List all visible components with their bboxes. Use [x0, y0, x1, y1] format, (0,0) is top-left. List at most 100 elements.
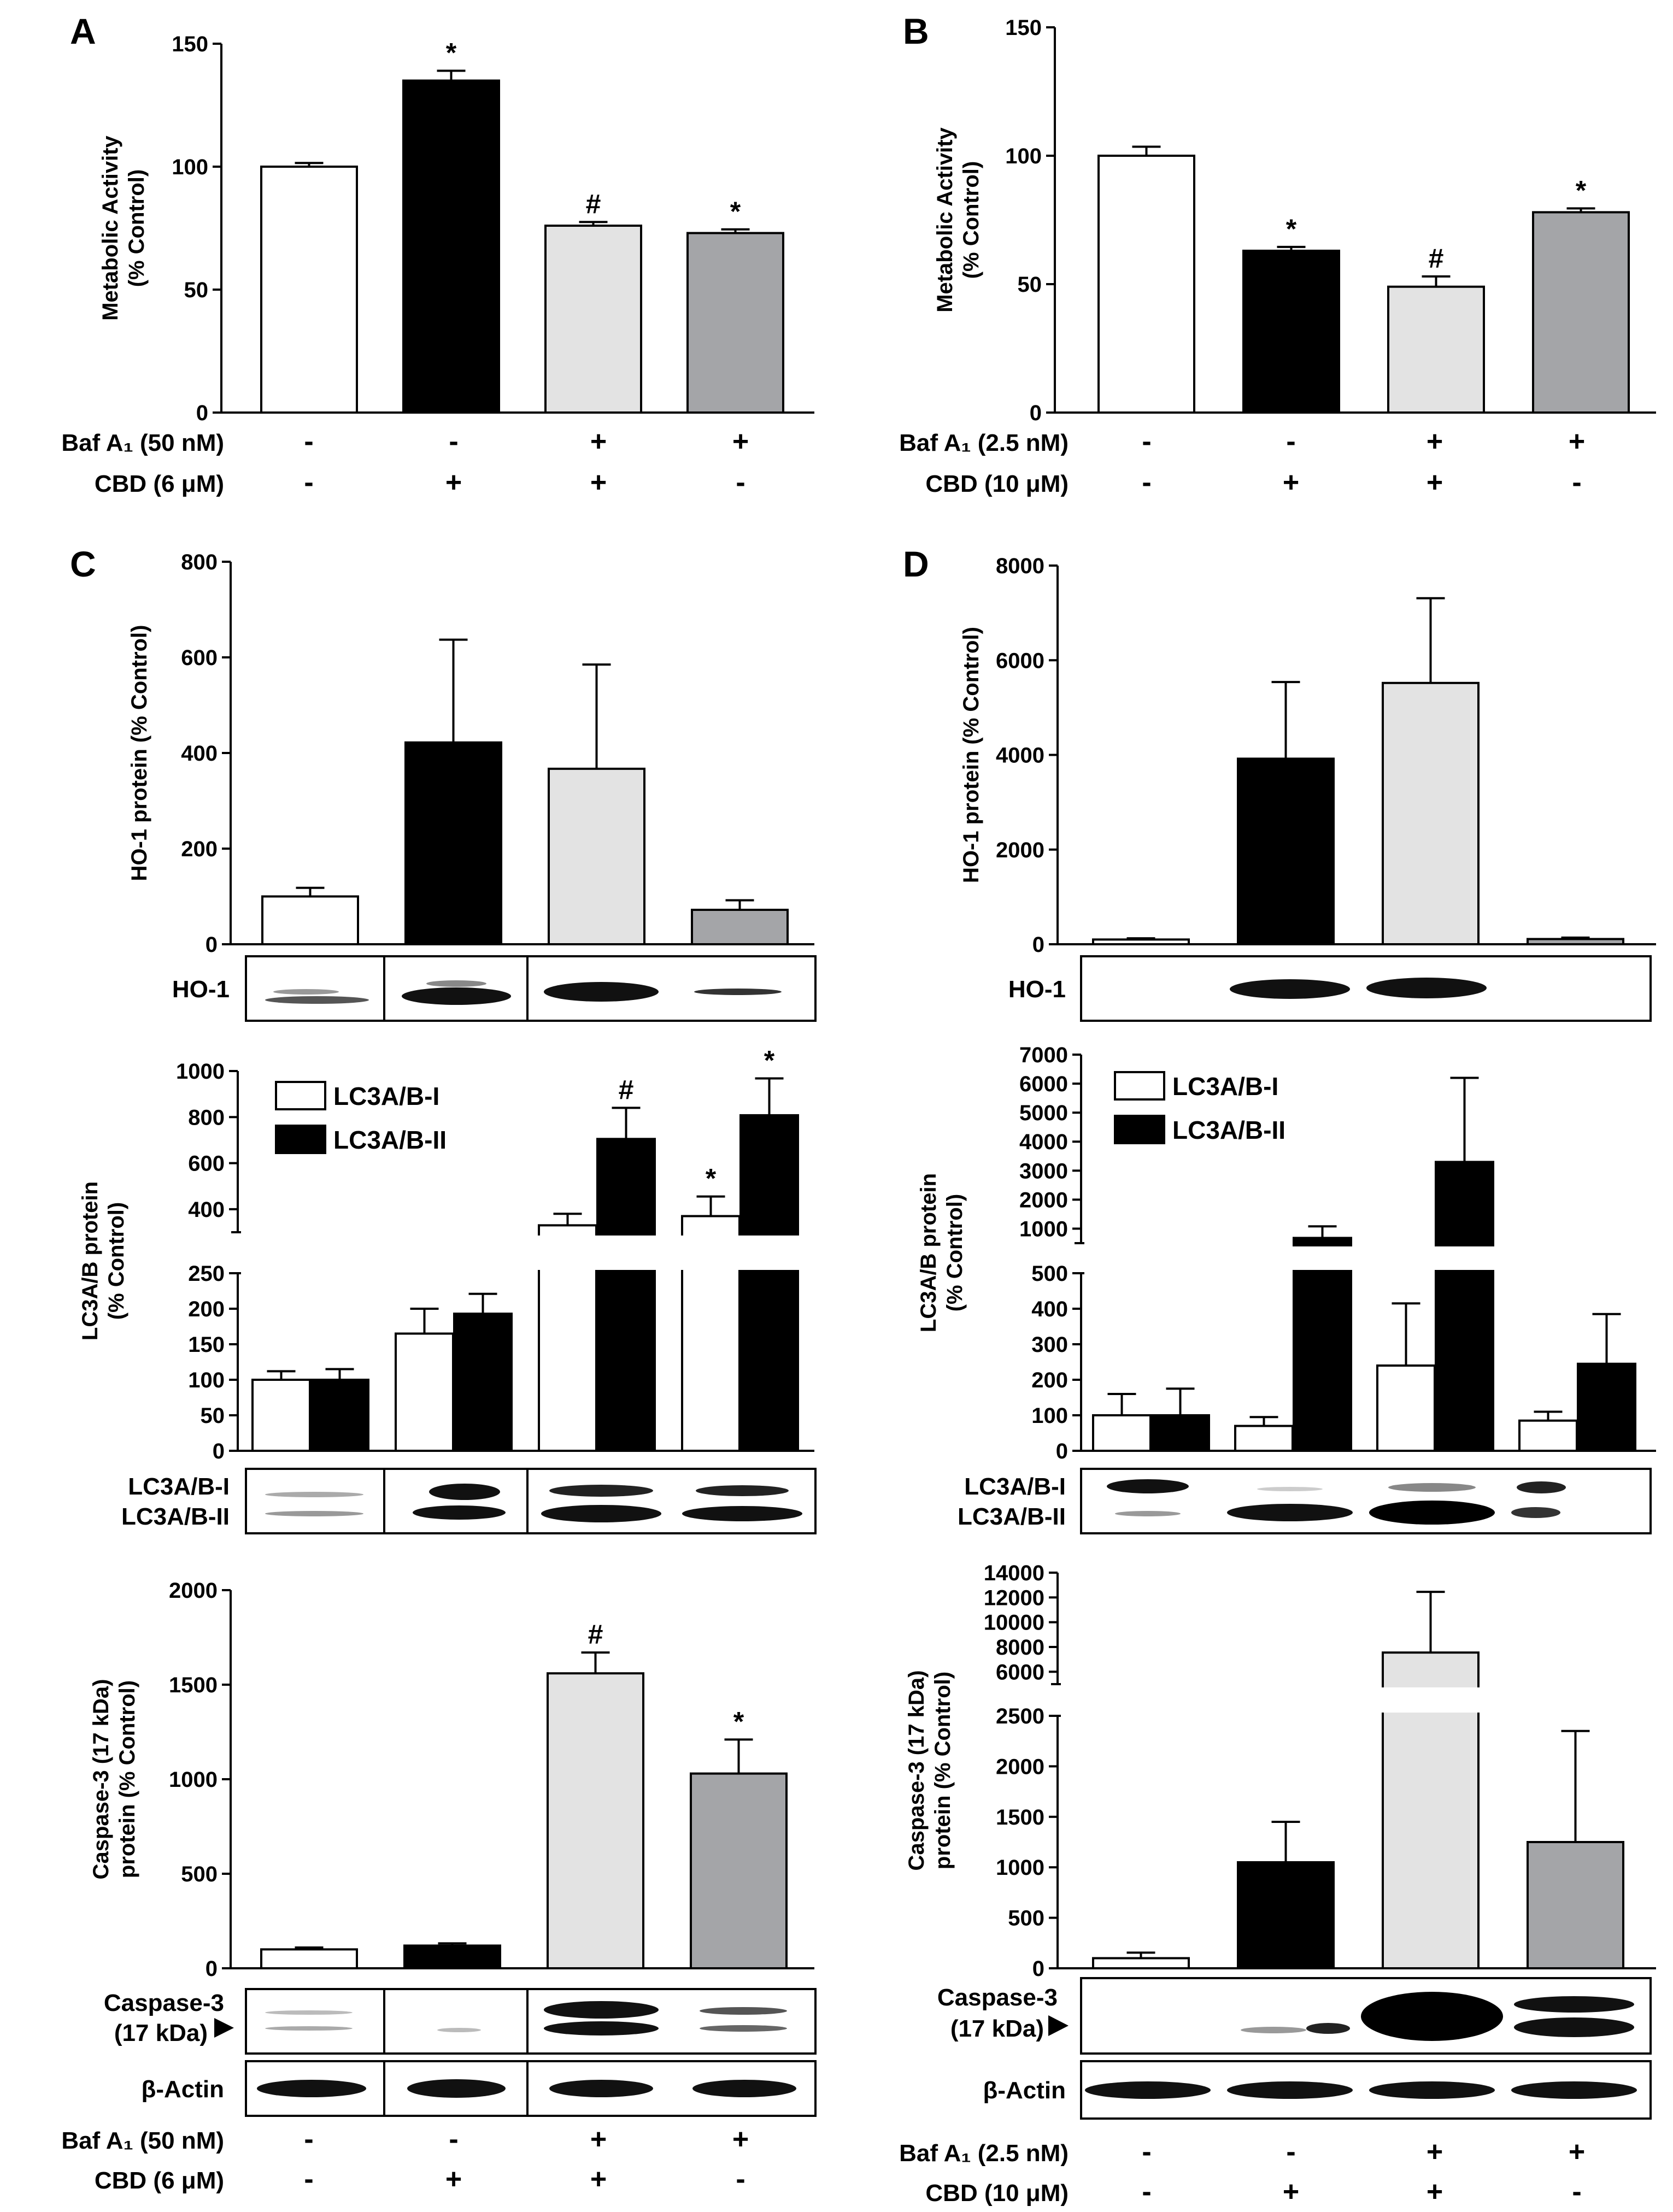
- chart-b-y-tick-label: 0: [1030, 401, 1042, 425]
- chart-d-lc3-y-tick-label: 100: [1031, 1404, 1068, 1428]
- chart-c-lc3-y-tick-label: 200: [188, 1297, 225, 1321]
- blot-c-actin: β-Actin: [141, 2060, 817, 2117]
- chart-d-casp3-y-tick-label: 14000: [984, 1561, 1044, 1585]
- cond-a-baf-sign: +: [590, 426, 607, 457]
- chart-d-lc3-y-tick-label: 200: [1031, 1368, 1068, 1392]
- cond-b-cbd-sign: -: [1572, 467, 1581, 498]
- chart-c-lc3-y-tick-label: 1000: [176, 1060, 225, 1084]
- chart-c-lc3-bar: [739, 1114, 799, 1452]
- blot-band: [437, 2028, 481, 2032]
- blot-c-lc3-i-label: LC3A/B-I: [128, 1473, 230, 1500]
- cond-d-baf-sign: -: [1142, 2136, 1151, 2168]
- chart-a-bar: [260, 166, 358, 414]
- legend-c-label-lc3-ii: LC3A/B-II: [333, 1126, 447, 1154]
- blot-band: [1230, 979, 1350, 999]
- blot-band: [1369, 1501, 1495, 1525]
- chart-b-bar: [1097, 155, 1195, 414]
- chart-d-ho1-y-axis-label: HO-1 protein (% Control): [959, 627, 983, 883]
- blot-band: [1369, 2081, 1495, 2099]
- chart-d-lc3-bar: [1150, 1414, 1210, 1452]
- cond-c-cbd-label: CBD (6 μM): [95, 2167, 224, 2194]
- blot-band: [1366, 978, 1487, 998]
- blot-band: [265, 996, 369, 1004]
- chart-b-bar: [1387, 285, 1485, 414]
- legend-c: LC3A/B-I LC3A/B-II: [275, 1081, 447, 1154]
- chart-d-casp3-y-tick-label: 10000: [984, 1611, 1044, 1635]
- chart-c-casp3-y-axis-label: protein (% Control): [115, 1680, 139, 1878]
- cond-a-baf-label: Baf A₁ (50 nM): [61, 430, 224, 456]
- chart-d-ho1-bar: [1092, 938, 1190, 946]
- cond-a-cbd-sign: +: [445, 467, 462, 498]
- chart-d-lc3-y-tick-label: 300: [1031, 1333, 1068, 1357]
- blot-band: [1306, 2023, 1350, 2034]
- chart-c-lc3-y-tick-label: 0: [213, 1439, 225, 1463]
- blot-band: [544, 2001, 659, 2019]
- chart-c-ho1-y-tick-label: 400: [181, 742, 218, 766]
- blot-band: [1511, 2081, 1637, 2099]
- chart-d-lc3-y-tick-label: 1000: [1019, 1217, 1068, 1241]
- cond-a-baf-sign: -: [449, 426, 458, 457]
- cond-b-baf-sign: +: [1569, 426, 1585, 457]
- chart-d-lc3-bar: [1518, 1419, 1578, 1452]
- cond-c-cbd-sign: +: [445, 2163, 462, 2195]
- cond-b-baf-sign: +: [1427, 426, 1443, 457]
- chart-c-casp3-y-tick-label: 2000: [169, 1579, 218, 1603]
- chart-c-lc3-bar: [395, 1332, 454, 1452]
- chart-a-bar: [686, 232, 784, 414]
- chart-c-lc3-y-tick-label: 400: [188, 1198, 225, 1222]
- blot-band: [1511, 1507, 1560, 1518]
- chart-d-lc3-y-tick-label: 6000: [1019, 1072, 1068, 1096]
- blot-band: [1361, 1992, 1503, 2041]
- blot-band: [549, 2080, 653, 2097]
- legend-c-label-lc3-i: LC3A/B-I: [333, 1082, 439, 1110]
- chart-c-lc3-y-tick-label: 100: [188, 1368, 225, 1392]
- chart-c-lc3-bar-break: [537, 1236, 598, 1270]
- panel-letter-a: A: [70, 11, 96, 51]
- cond-c-cbd-sign: -: [304, 2163, 313, 2195]
- chart-c-ho1-y-axis-label: HO-1 protein (% Control): [127, 625, 151, 881]
- chart-d-lc3-bar-break: [1292, 1246, 1353, 1270]
- chart-a-bar: [402, 79, 500, 414]
- blot-band: [692, 2080, 796, 2097]
- chart-c-lc3-bar: [251, 1379, 311, 1452]
- cond-b-baf-label: Baf A₁ (2.5 nM): [899, 430, 1069, 456]
- cond-a-cbd-label: CBD (6 μM): [95, 470, 224, 497]
- cond-d-baf-label: Baf A₁ (2.5 nM): [899, 2140, 1069, 2167]
- blot-band: [694, 989, 782, 995]
- chart-d-lc3-y-axis-label: (% Control): [943, 1194, 967, 1312]
- cond-c-cbd-sign: -: [736, 2163, 745, 2195]
- chart-c-ho1-bar: [691, 909, 789, 945]
- blot-d-lc3: LC3A/B-I LC3A/B-II: [958, 1468, 1652, 1534]
- blot-band: [544, 2021, 659, 2035]
- chart-b-y-tick-label: 50: [1018, 273, 1042, 297]
- chart-d-lc3-bar: [1435, 1161, 1494, 1452]
- cond-d-baf-sign: +: [1569, 2136, 1585, 2168]
- blot-band: [257, 2080, 366, 2097]
- chart-d-ho1-y-tick-label: 8000: [996, 554, 1044, 578]
- chart-b-y-axis-label: (% Control): [959, 161, 983, 279]
- chart-c-lc3-bar: [596, 1138, 656, 1452]
- chart-c-lc3-bar-break: [680, 1236, 742, 1270]
- blot-band: [1257, 1487, 1323, 1491]
- chart-a-y-axis-label: Metabolic Activity: [98, 135, 122, 320]
- panel-letter-c: C: [70, 544, 96, 584]
- legend-d-swatch-lc3-ii: [1114, 1115, 1165, 1144]
- blot-band: [1514, 2017, 1634, 2037]
- chart-d-ho1-bar: [1527, 938, 1624, 945]
- cond-b-cbd-sign: -: [1142, 467, 1151, 498]
- chart-c-lc3-bar-break: [595, 1236, 657, 1270]
- blot-band: [1514, 1996, 1634, 2013]
- cond-a-baf-sign: -: [304, 426, 313, 457]
- blot-band: [1388, 1483, 1476, 1492]
- chart-a-y-tick-label: 150: [172, 32, 208, 56]
- chart-d-lc3-y-tick-label: 5000: [1019, 1101, 1068, 1125]
- chart-d-lc3-y-tick-label: 3000: [1019, 1159, 1068, 1183]
- chart-c-lc3-y-tick-label: 150: [188, 1333, 225, 1357]
- chart-c-lc3-y-tick-label: 800: [188, 1105, 225, 1129]
- condition-rows: Baf A₁ (50 nM) CBD (6 μM) - - - + + + + - Baf A₁ (…: [61, 426, 1585, 2208]
- chart-c-ho1: 0 200 400 600 800 HO-1 protein (% Control): [127, 550, 814, 957]
- chart-c-caspase3: 0 500 1000 1500 2000 Caspase-3 (17 kDa) protei…: [89, 1579, 814, 1981]
- chart-c-ho1-y-tick-label: 0: [206, 933, 218, 957]
- chart-d-casp3-y-tick-label: 12000: [984, 1586, 1044, 1610]
